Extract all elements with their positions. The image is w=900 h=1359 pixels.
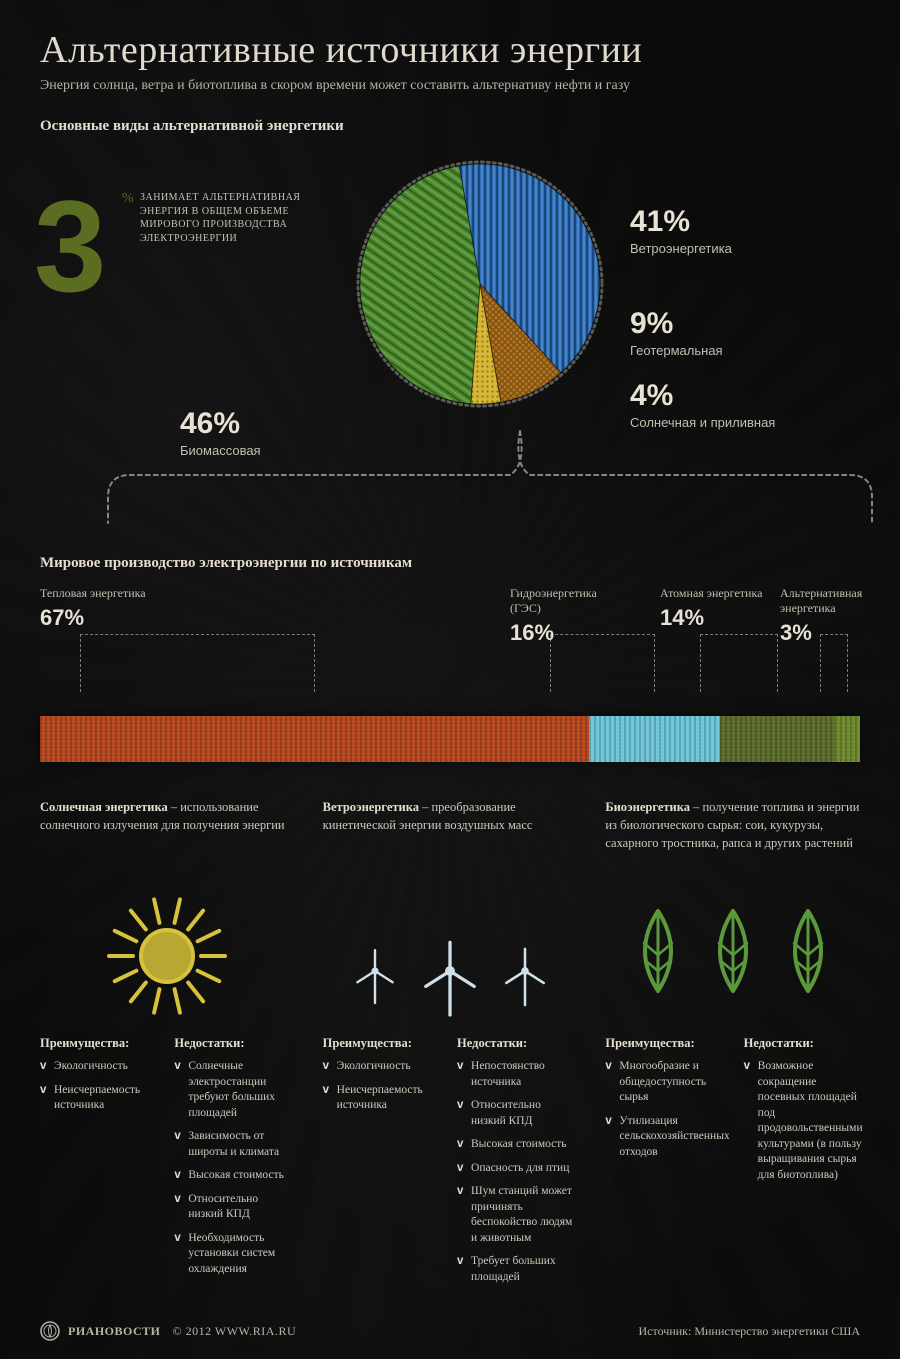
pros-title: Преимущества: bbox=[323, 1036, 443, 1051]
source-text: Источник: Министерство энергетики США bbox=[639, 1324, 860, 1339]
pie-label: 9% Геотермальная bbox=[630, 307, 723, 358]
page-subtitle: Энергия солнца, ветра и биотоплива в ско… bbox=[40, 78, 860, 94]
brand-logo-icon bbox=[40, 1321, 60, 1341]
pros-cons: Преимущества: Экологичность Неисчерпаемост… bbox=[40, 1036, 295, 1285]
pie-label: 4% Солнечная и приливная bbox=[630, 379, 775, 430]
pie-label: 46% Биомассовая bbox=[180, 407, 261, 458]
pros-list: Преимущества: Многообразие и общедоступно… bbox=[605, 1036, 729, 1191]
pros-list: Преимущества: Экологичность Неисчерпаемост… bbox=[40, 1036, 160, 1285]
pros-title: Преимущества: bbox=[605, 1036, 729, 1051]
big-number-caption: Занимает альтернативная энергия в общем … bbox=[140, 191, 330, 245]
list-item: Высокая стоимость bbox=[457, 1137, 577, 1153]
list-item: Относительно низкий КПД bbox=[457, 1098, 577, 1129]
list-item: Необходимость установки систем охлаждени… bbox=[174, 1231, 294, 1278]
bar-label-pct: 67% bbox=[40, 605, 170, 631]
cons-list: Недостатки: Солнечные электростанции треб… bbox=[174, 1036, 294, 1285]
world-bar-chart: Тепловая энергетика 67% Гидроэнергетика(ГЭ… bbox=[40, 586, 860, 762]
energy-intro: Ветроэнергетика – преобразование кинетич… bbox=[323, 798, 578, 870]
bar-label-text: Тепловая энергетика bbox=[40, 586, 170, 601]
bar-bracket bbox=[700, 634, 778, 692]
pie-label-pct: 41% bbox=[630, 205, 732, 239]
pros-cons: Преимущества: Экологичность Неисчерпаемост… bbox=[323, 1036, 578, 1293]
bar-bracket bbox=[550, 634, 655, 692]
pie-label-name: Геотермальная bbox=[630, 343, 723, 358]
bar-segment bbox=[720, 716, 835, 762]
list-item: Высокая стоимость bbox=[174, 1168, 294, 1184]
brand: РИАНОВОСТИ © 2012 WWW.RIA.RU bbox=[40, 1321, 296, 1341]
pros-list: Преимущества: Экологичность Неисчерпаемост… bbox=[323, 1036, 443, 1293]
list-item: Шум станций может причинять беспокойство… bbox=[457, 1184, 577, 1246]
list-item: Неисчерпаемость источника bbox=[40, 1083, 160, 1114]
pie-label: 41% Ветроэнергетика bbox=[630, 205, 732, 256]
list-item: Зависимость от широты и климата bbox=[174, 1129, 294, 1160]
cons-list: Недостатки: Непостоянство источника Относи… bbox=[457, 1036, 577, 1293]
pros-title: Преимущества: bbox=[40, 1036, 160, 1051]
list-item: Неисчерпаемость источника bbox=[323, 1083, 443, 1114]
list-item: Солнечные электростанции требуют больших… bbox=[174, 1059, 294, 1121]
bar-bracket bbox=[80, 634, 315, 692]
copyright-text: © 2012 WWW.RIA.RU bbox=[173, 1324, 297, 1339]
sun-icon bbox=[40, 876, 295, 1026]
list-item: Непостоянство источника bbox=[457, 1059, 577, 1090]
list-item: Утилизация сельскохозяйственных отходов bbox=[605, 1114, 729, 1161]
leaves-icon bbox=[605, 876, 860, 1026]
energy-col-solar: Солнечная энергетика – использование сол… bbox=[40, 798, 295, 1293]
cons-title: Недостатки: bbox=[457, 1036, 577, 1051]
list-item: Требует больших площадей bbox=[457, 1254, 577, 1285]
bar-segment-label: Тепловая энергетика 67% bbox=[40, 586, 170, 631]
energy-col-bio: Биоэнергетика – получение топлива и энер… bbox=[605, 798, 860, 1293]
cons-title: Недостатки: bbox=[174, 1036, 294, 1051]
bar-label-pct: 14% bbox=[660, 605, 790, 631]
bar-bracket bbox=[820, 634, 848, 692]
pie-label-pct: 4% bbox=[630, 379, 775, 413]
brand-name: РИАНОВОСТИ bbox=[68, 1324, 161, 1339]
footer: РИАНОВОСТИ © 2012 WWW.RIA.RU Источник: М… bbox=[40, 1321, 860, 1341]
bar-segment-label: Атомная энергетика 14% bbox=[660, 586, 790, 631]
pie-label-pct: 9% bbox=[630, 307, 723, 341]
big-number-3: 3 bbox=[34, 181, 102, 311]
cons-list: Недостатки: Возможное сокращение посевных… bbox=[744, 1036, 863, 1191]
big-number-unit: % bbox=[122, 191, 134, 207]
energy-types-row: Солнечная энергетика – использование сол… bbox=[40, 798, 860, 1293]
pie-chart bbox=[340, 129, 620, 444]
turbines-icon bbox=[323, 876, 578, 1026]
bar-section-heading: Мировое производство электроэнергии по и… bbox=[40, 555, 860, 572]
cons-title: Недостатки: bbox=[744, 1036, 863, 1051]
bar-segment bbox=[40, 716, 589, 762]
list-item: Экологичность bbox=[40, 1059, 160, 1075]
list-item: Возможное сокращение посевных площадей п… bbox=[744, 1059, 863, 1183]
pie-label-pct: 46% bbox=[180, 407, 261, 441]
pie-label-name: Солнечная и приливная bbox=[630, 415, 775, 430]
bar-label-text: Гидроэнергетика(ГЭС) bbox=[510, 586, 640, 616]
list-item: Многообразие и общедоступность сырья bbox=[605, 1059, 729, 1106]
energy-intro: Солнечная энергетика – использование сол… bbox=[40, 798, 295, 870]
list-item: Относительно низкий КПД bbox=[174, 1192, 294, 1223]
pie-section: 3 % Занимает альтернативная энергия в об… bbox=[40, 147, 860, 497]
page-title: Альтернативные источники энергии bbox=[40, 28, 860, 72]
pie-slice bbox=[360, 166, 480, 404]
list-item: Опасность для птиц bbox=[457, 1161, 577, 1177]
pie-label-name: Биомассовая bbox=[180, 443, 261, 458]
pros-cons: Преимущества: Многообразие и общедоступно… bbox=[605, 1036, 860, 1191]
bar-label-text: Альтернативная энергетика bbox=[780, 586, 900, 616]
bar-segment bbox=[589, 716, 720, 762]
list-item: Экологичность bbox=[323, 1059, 443, 1075]
bar-label-text: Атомная энергетика bbox=[660, 586, 790, 601]
bar-segment bbox=[835, 716, 860, 762]
pie-label-name: Ветроэнергетика bbox=[630, 241, 732, 256]
energy-intro: Биоэнергетика – получение топлива и энер… bbox=[605, 798, 860, 870]
energy-col-wind: Ветроэнергетика – преобразование кинетич… bbox=[323, 798, 578, 1293]
